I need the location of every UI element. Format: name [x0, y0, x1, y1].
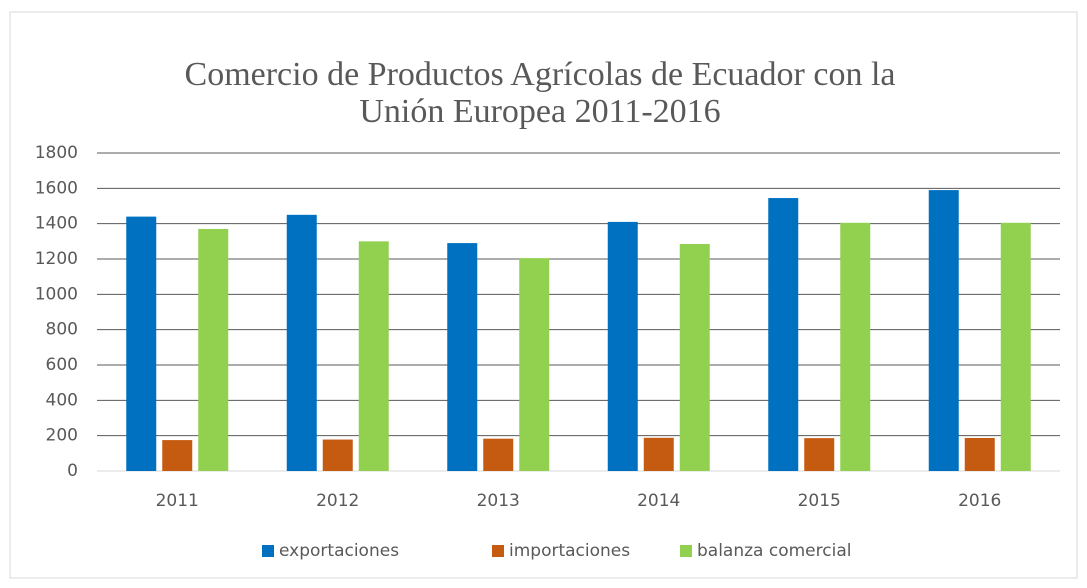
bar	[643, 437, 674, 471]
x-tick-label: 2014	[637, 491, 680, 511]
legend-label: exportaciones	[279, 541, 399, 561]
y-tick-label: 1200	[35, 249, 78, 269]
y-tick-label: 1800	[35, 143, 78, 163]
y-tick-label: 0	[67, 461, 78, 481]
bar	[840, 222, 871, 471]
bar	[483, 438, 514, 471]
bar	[358, 241, 389, 471]
bar	[679, 243, 710, 471]
legend-label: importaciones	[509, 541, 630, 561]
y-tick-label: 400	[46, 390, 78, 410]
chart-title: Comercio de Productos Agrícolas de Ecuad…	[185, 56, 896, 93]
y-tick-label: 1600	[35, 178, 78, 198]
legend-swatch	[492, 545, 504, 557]
x-tick-label: 2012	[316, 491, 359, 511]
bar	[447, 243, 478, 471]
x-tick-label: 2016	[958, 491, 1001, 511]
chart-title: Unión Europea 2011-2016	[359, 93, 720, 130]
y-tick-label: 1400	[35, 214, 78, 234]
y-tick-label: 600	[46, 355, 78, 375]
x-tick-label: 2015	[798, 491, 841, 511]
bar	[964, 437, 995, 471]
bar	[519, 258, 550, 471]
bar	[126, 216, 157, 471]
bar	[928, 190, 959, 471]
bar	[162, 440, 193, 471]
legend-label: balanza comercial	[697, 541, 851, 561]
y-tick-label: 1000	[35, 284, 78, 304]
bar	[768, 198, 799, 472]
x-tick-label: 2013	[477, 491, 520, 511]
y-tick-label: 800	[46, 320, 78, 340]
x-tick-label: 2011	[156, 491, 199, 511]
bar	[1000, 222, 1031, 471]
legend-swatch	[262, 545, 274, 557]
bar	[607, 221, 638, 471]
bar	[322, 439, 353, 471]
bar	[198, 228, 229, 471]
y-tick-label: 200	[46, 426, 78, 446]
bar	[286, 214, 317, 472]
legend-swatch	[680, 545, 692, 557]
bar	[804, 438, 835, 471]
